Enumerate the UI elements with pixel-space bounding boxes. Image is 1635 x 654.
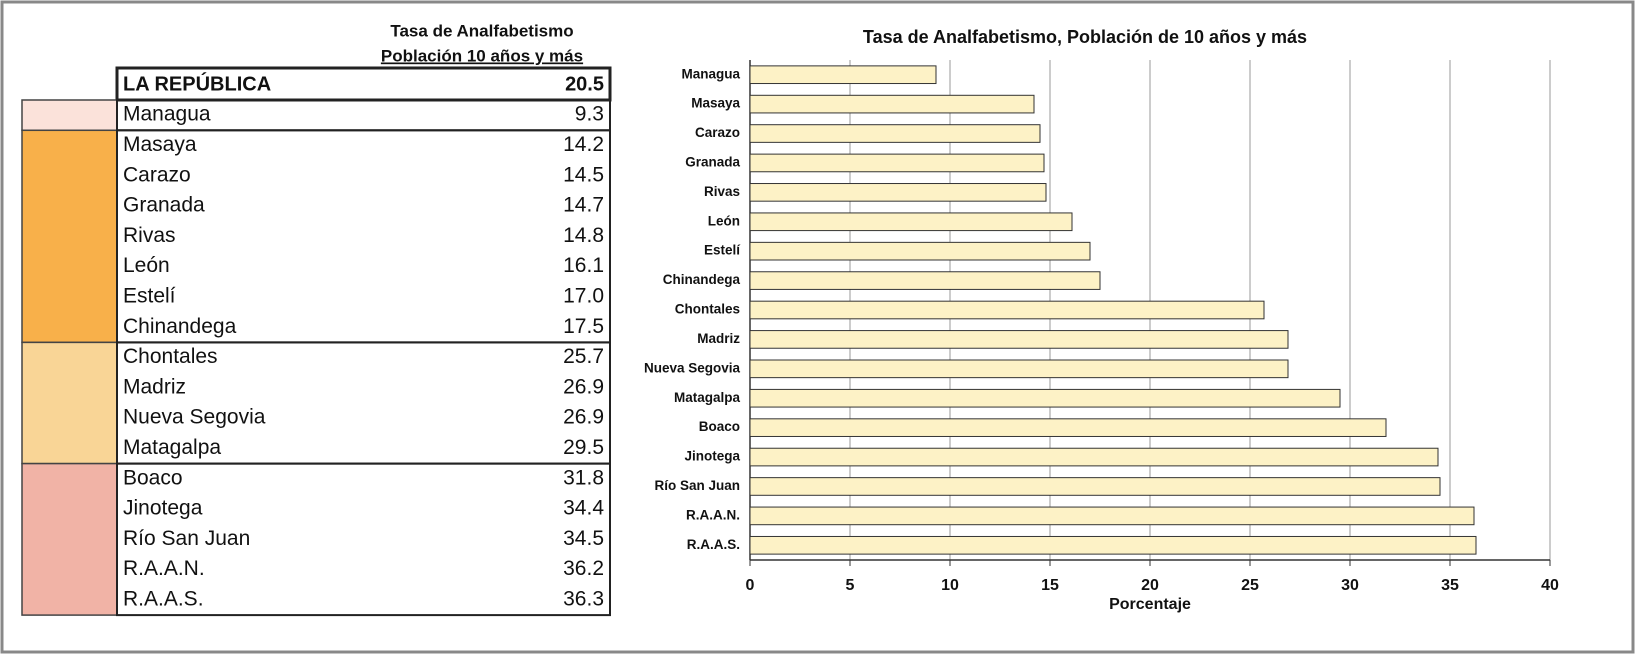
row-name: Chinandega	[123, 315, 237, 338]
row-value: 26.9	[563, 406, 604, 429]
row-name: Rivas	[123, 224, 176, 247]
row-name: R.A.A.N.	[123, 557, 205, 580]
row-name: Matagalpa	[123, 436, 221, 459]
y-tick-label: Masaya	[691, 96, 740, 111]
row-value: 17.0	[563, 284, 604, 307]
row-value: 16.1	[563, 254, 604, 277]
group-box	[116, 462, 611, 617]
row-name: Masaya	[123, 133, 197, 156]
header-name: LA REPÚBLICA	[123, 71, 271, 95]
bar	[749, 271, 1101, 290]
row-value: 17.5	[563, 315, 604, 338]
y-tick-label: Nueva Segovia	[644, 360, 741, 375]
group-swatch	[21, 99, 118, 132]
row-value: 25.7	[563, 345, 604, 368]
x-tick-label: 30	[1341, 577, 1359, 594]
bar	[749, 153, 1045, 173]
row-value: 9.3	[575, 103, 604, 126]
x-tick-label: 0	[746, 577, 755, 594]
group-swatch	[21, 129, 118, 344]
y-tick-label: Río San Juan	[654, 478, 740, 493]
row-name: Boaco	[123, 466, 183, 489]
bar	[749, 447, 1439, 467]
y-tick-label: Chinandega	[663, 272, 741, 287]
bar	[749, 65, 937, 85]
y-tick-label: R.A.A.N.	[686, 507, 740, 522]
y-tick-label: Chontales	[675, 302, 740, 317]
bar	[749, 300, 1265, 320]
row-name: Río San Juan	[123, 527, 250, 550]
table-title: Tasa de Analfabetismo	[390, 21, 573, 40]
x-tick-label: 20	[1141, 577, 1159, 594]
bar	[749, 124, 1041, 143]
x-tick-label: 15	[1041, 577, 1059, 594]
row-value: 14.8	[563, 224, 604, 247]
y-tick-label: Granada	[685, 155, 740, 170]
row-value: 14.5	[563, 163, 604, 186]
x-tick-label: 35	[1441, 577, 1459, 594]
row-name: Jinotega	[123, 497, 203, 520]
y-tick-label: Carazo	[695, 125, 740, 140]
bar	[749, 477, 1441, 496]
row-value: 34.4	[563, 497, 604, 520]
x-tick-label: 25	[1241, 577, 1259, 594]
y-tick-label: Jinotega	[684, 449, 740, 464]
row-name: Estelí	[123, 284, 176, 307]
y-tick-label: Matagalpa	[674, 390, 741, 405]
row-name: Granada	[123, 194, 205, 217]
bar	[749, 359, 1289, 379]
y-tick-label: Boaco	[699, 419, 740, 434]
row-value: 14.7	[563, 194, 604, 217]
chart-title: Tasa de Analfabetismo, Población de 10 a…	[863, 27, 1307, 47]
group-swatch	[21, 341, 118, 465]
y-tick-label: Estelí	[704, 243, 741, 258]
bar	[749, 535, 1477, 555]
row-value: 26.9	[563, 375, 604, 398]
row-name: Madriz	[123, 375, 186, 398]
table-subtitle: Población 10 años y más	[381, 46, 583, 65]
bar	[749, 183, 1047, 202]
row-value: 36.3	[563, 587, 604, 610]
y-tick-label: Managua	[681, 66, 740, 81]
row-value: 36.2	[563, 557, 604, 580]
bar	[749, 212, 1073, 232]
bar	[749, 94, 1035, 114]
y-tick-label: R.A.A.S.	[687, 537, 740, 552]
x-tick-label: 10	[941, 577, 959, 594]
row-name: Managua	[123, 103, 211, 126]
row-name: Carazo	[123, 163, 191, 186]
x-axis-label: Porcentaje	[1109, 596, 1191, 613]
bar	[749, 418, 1387, 437]
x-tick-label: 5	[846, 577, 855, 594]
bar	[749, 506, 1475, 526]
bar	[749, 330, 1289, 349]
row-name: Nueva Segovia	[123, 406, 266, 429]
y-tick-label: Rivas	[704, 184, 740, 199]
row-name: R.A.A.S.	[123, 587, 204, 610]
y-tick-label: León	[708, 213, 740, 228]
row-name: Chontales	[123, 345, 218, 368]
row-value: 29.5	[563, 436, 604, 459]
row-name: León	[123, 254, 170, 277]
y-tick-label: Madriz	[697, 331, 740, 346]
header-value: 20.5	[565, 73, 604, 95]
group-swatch	[21, 462, 118, 616]
bar	[749, 388, 1341, 408]
row-value: 31.8	[563, 466, 604, 489]
bar	[749, 241, 1091, 261]
row-value: 34.5	[563, 527, 604, 550]
x-tick-label: 40	[1541, 577, 1559, 594]
row-value: 14.2	[563, 133, 604, 156]
